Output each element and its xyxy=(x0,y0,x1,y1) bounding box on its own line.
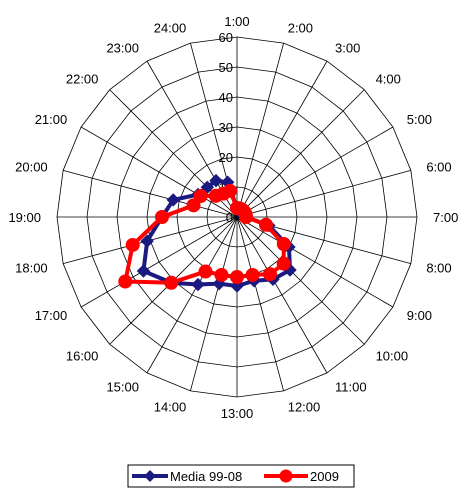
category-label: 23:00 xyxy=(106,40,139,55)
category-label: 1:00 xyxy=(224,14,249,29)
data-point xyxy=(276,256,291,271)
data-point xyxy=(136,264,151,278)
grid-spoke xyxy=(236,60,328,218)
data-point xyxy=(125,237,140,252)
data-point xyxy=(263,267,277,282)
category-label: 22:00 xyxy=(66,71,99,86)
data-point xyxy=(186,198,201,213)
data-point xyxy=(276,237,291,251)
radial-tick-label: 60 xyxy=(219,30,233,45)
radial-tick-label: 50 xyxy=(219,60,233,75)
legend-box xyxy=(127,464,355,488)
category-label: 10:00 xyxy=(376,349,409,364)
chart-grid xyxy=(56,36,418,398)
data-point xyxy=(191,277,205,292)
category-label: 16:00 xyxy=(66,349,99,364)
data-point xyxy=(258,217,273,232)
category-label: 15:00 xyxy=(106,380,139,395)
category-label: 6:00 xyxy=(426,159,451,174)
category-label: 4:00 xyxy=(376,71,401,86)
data-point xyxy=(230,270,244,284)
legend-label: 2009 xyxy=(310,469,339,484)
legend: Media 99-08 2009 xyxy=(127,464,355,488)
category-label: 24:00 xyxy=(154,21,187,36)
grid-spoke xyxy=(146,216,238,374)
legend-marker xyxy=(144,470,156,482)
grid-spoke xyxy=(236,170,411,218)
grid-spoke xyxy=(236,216,284,391)
legend-label: Media 99-08 xyxy=(170,469,242,484)
data-point xyxy=(239,210,253,224)
grid-spoke xyxy=(80,216,238,308)
data-point xyxy=(223,183,238,198)
grid-spoke xyxy=(190,216,238,391)
category-label: 11:00 xyxy=(335,380,367,395)
category-label: 2:00 xyxy=(288,21,313,36)
data-point xyxy=(118,274,133,289)
data-point xyxy=(245,267,260,282)
radial-tick-label: 30 xyxy=(219,120,233,135)
category-label: 18:00 xyxy=(15,261,48,276)
series-layer xyxy=(118,173,297,293)
category-label: 19:00 xyxy=(8,210,41,225)
category-label: 9:00 xyxy=(407,308,432,323)
grid-spoke xyxy=(236,43,284,218)
data-point xyxy=(155,210,169,224)
category-labels: 1:00 2:00 3:00 4:00 5:00 6:00 7:00 8:00 9:00 10:0… xyxy=(8,14,458,421)
category-label: 3:00 xyxy=(335,40,360,55)
legend-marker xyxy=(279,469,293,483)
radial-tick-label: 0 xyxy=(226,210,233,225)
grid-spoke xyxy=(236,216,328,374)
grid-spoke xyxy=(236,216,365,345)
grid-spoke xyxy=(80,126,238,218)
data-point xyxy=(209,173,223,188)
radial-tick-label: 20 xyxy=(219,150,233,165)
category-label: 13:00 xyxy=(221,406,254,421)
category-label: 8:00 xyxy=(426,261,451,276)
radial-tick-label: 40 xyxy=(219,90,233,105)
category-label: 7:00 xyxy=(433,210,458,225)
data-point xyxy=(193,189,208,203)
data-point xyxy=(198,264,213,279)
category-label: 12:00 xyxy=(288,399,321,414)
grid-spoke xyxy=(236,126,394,218)
category-label: 5:00 xyxy=(407,112,432,127)
category-label: 14:00 xyxy=(154,399,187,414)
category-label: 21:00 xyxy=(35,112,68,127)
data-point xyxy=(140,234,154,248)
data-point xyxy=(166,193,180,207)
category-label: 20:00 xyxy=(15,159,48,174)
series-2009 xyxy=(118,183,291,290)
grid-spoke xyxy=(236,89,365,218)
data-point xyxy=(214,267,229,282)
data-point xyxy=(164,275,179,290)
category-label: 17:00 xyxy=(35,308,68,323)
grid-spoke xyxy=(236,216,394,308)
grid-spoke xyxy=(63,170,238,218)
